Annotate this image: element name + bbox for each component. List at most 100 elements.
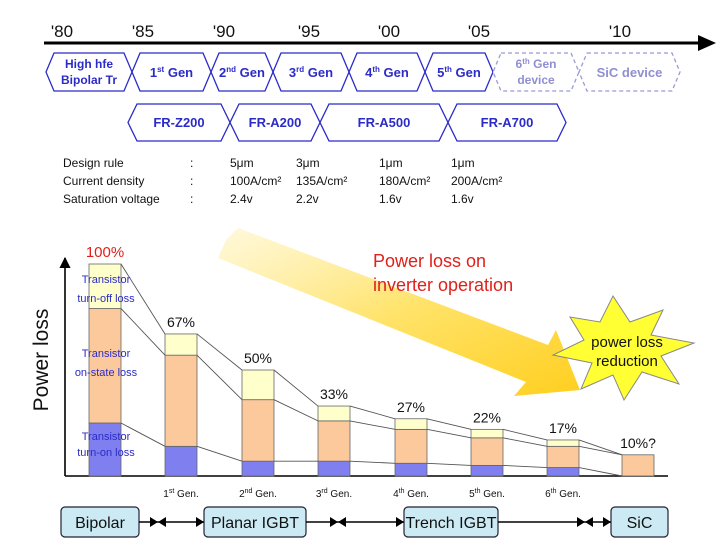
connector-line (196, 445, 243, 462)
bar-segment (164, 333, 198, 356)
category-label: 2nd Gen. (239, 488, 277, 500)
era-label: Bipolar (75, 515, 125, 532)
connector-line (349, 420, 396, 430)
generation-label-line2: Bipolar Tr (61, 73, 117, 87)
era-arrow-head (577, 517, 585, 527)
year-label: '80 (51, 22, 73, 41)
generation-box: 3rd Gen (272, 52, 350, 92)
era-box: Planar IGBT (203, 506, 307, 538)
connector-line (196, 333, 243, 371)
era-arrow-head (330, 517, 338, 527)
segment-label: Transistor (82, 274, 131, 286)
year-label: '10 (609, 22, 631, 41)
connector-line (196, 354, 243, 400)
segment-label-line2: on-state loss (75, 367, 138, 379)
connector-line (578, 467, 623, 477)
spec-value: 1.6v (451, 192, 474, 206)
bar-segment (546, 467, 580, 477)
segment-label-line2: turn-on loss (77, 447, 135, 459)
generation-label: 5th Gen (437, 65, 481, 80)
generation-label: 4th Gen (365, 65, 409, 80)
spec-colon: : (190, 174, 193, 188)
generation-box: 5th Gen (424, 52, 494, 92)
bar-segment (241, 369, 275, 401)
bar-segment (88, 308, 122, 424)
timeline-arrow-head (698, 35, 716, 51)
arrow-text-line2: inverter operation (373, 275, 513, 295)
burst-text-line1: power loss (591, 334, 663, 351)
burst-text-line2: reduction (596, 353, 658, 370)
power-loss-arrow (218, 228, 580, 396)
spec-colon: : (190, 156, 193, 170)
spec-value: 135A/cm² (296, 174, 347, 188)
connector-line (426, 462, 472, 466)
spec-value: 1.6v (379, 192, 402, 206)
generation-box: 4th Gen (348, 52, 426, 92)
bar-segment (164, 445, 198, 477)
segment-label: Transistor (82, 348, 131, 360)
bar-segment (88, 263, 122, 309)
segment-label-line2: turn-off loss (77, 293, 135, 305)
year-label: '00 (378, 22, 400, 41)
category-label: 5th Gen. (469, 488, 505, 500)
generation-box: 6th Gen device (492, 52, 580, 92)
bar-segment (546, 439, 580, 447)
bar-segment (317, 405, 351, 422)
spec-label: Design rule (63, 156, 124, 170)
y-axis-label: Power loss (30, 309, 53, 412)
spec-value: 3μm (296, 156, 320, 170)
category-label: 4th Gen. (393, 488, 429, 500)
generation-label: 2nd Gen (219, 65, 265, 80)
year-label: '90 (213, 22, 235, 41)
generation-box: High hfe Bipolar Tr (45, 52, 133, 92)
bar-total-label: 100% (86, 244, 124, 261)
bar-segment (394, 418, 428, 430)
category-label: 1st Gen. (163, 488, 198, 500)
spec-value: 2.4v (230, 192, 253, 206)
connector-line (120, 308, 166, 356)
connector-line (349, 460, 396, 464)
generation-box: 1st Gen (131, 52, 212, 92)
bar-total-label: 27% (397, 399, 425, 415)
category-label: 6th Gen. (545, 488, 581, 500)
era-box: Bipolar (60, 506, 140, 538)
era-arrow-head (338, 517, 346, 527)
era-arrow-head (585, 517, 593, 527)
bar-segment (394, 428, 428, 464)
era-arrow-head (396, 517, 404, 527)
bar-total-label: 33% (320, 386, 348, 402)
bar-total-label: 10%? (620, 435, 656, 451)
connector-line (502, 428, 548, 441)
arrow-text-line1: Power loss on (373, 251, 486, 271)
generation-box: SiC device (578, 52, 681, 92)
bar-segment (546, 445, 580, 468)
generation-label: 1st Gen (150, 65, 193, 80)
generation-label-line2: device (517, 73, 555, 87)
spec-value: 100A/cm² (230, 174, 281, 188)
era-label: Trench IGBT (406, 515, 497, 532)
bar-segment (470, 437, 504, 466)
year-label: '05 (468, 22, 490, 41)
connector-line (502, 437, 548, 447)
connector-line (120, 422, 166, 447)
era-box: Trench IGBT (403, 506, 499, 538)
connector-line (578, 445, 623, 456)
bar-segment (394, 462, 428, 477)
era-arrow-head (603, 517, 611, 527)
era-arrow-head (196, 517, 204, 527)
spec-value: 2.2v (296, 192, 319, 206)
spec-value: 200A/cm² (451, 174, 502, 188)
bar-total-label: 17% (549, 420, 577, 436)
year-label: '85 (132, 22, 154, 41)
connector-line (273, 369, 319, 407)
connector-line (578, 439, 623, 456)
connector-line (120, 263, 166, 335)
era-label: Planar IGBT (211, 515, 299, 532)
connector-line (426, 428, 472, 439)
spec-value: 1μm (379, 156, 403, 170)
product-label: FR-A500 (358, 115, 411, 130)
bar-segment (470, 428, 504, 439)
era-arrow-head (158, 517, 166, 527)
